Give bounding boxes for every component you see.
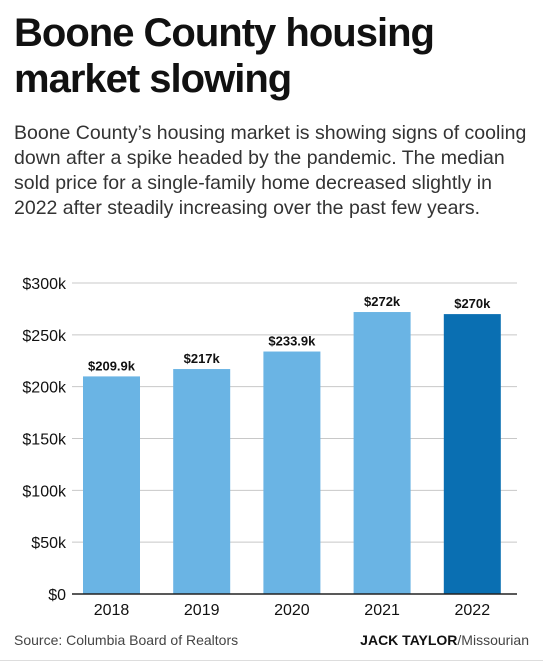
credit-name: JACK TAYLOR xyxy=(360,632,458,648)
x-tick-label-2018: 2018 xyxy=(94,602,130,619)
credit-org: /Missourian xyxy=(457,632,529,648)
bar-chart: $0$50k$100k$150k$200k$250k$300k $209.9k $… xyxy=(22,276,517,619)
credit: JACK TAYLOR/Missourian xyxy=(360,632,529,648)
data-label-2021: $272k xyxy=(364,294,401,309)
bars xyxy=(83,312,501,594)
bottom-divider xyxy=(0,660,543,661)
x-axis-tick-labels: 2018 2019 2020 2021 2022 xyxy=(94,602,490,619)
data-label-2019: $217k xyxy=(184,351,221,366)
chart-title: Boone County housing market slowing xyxy=(14,11,435,101)
data-labels: $209.9k $217k $233.9k $272k $270k xyxy=(88,294,491,373)
footer: Source: Columbia Board of Realtors JACK … xyxy=(14,632,529,652)
y-tick-label: $50k xyxy=(31,535,67,552)
x-tick-label-2021: 2021 xyxy=(364,602,400,619)
x-tick-label-2020: 2020 xyxy=(274,602,310,619)
data-label-2022: $270k xyxy=(454,296,491,311)
y-axis-tick-labels: $0 $50k $100k $150k $200k $250k $300k xyxy=(22,276,67,604)
source-note: Source: Columbia Board of Realtors xyxy=(14,632,239,648)
bar-2020 xyxy=(263,351,321,594)
x-tick-label-2022: 2022 xyxy=(455,602,491,619)
bar-2019 xyxy=(173,369,231,594)
x-tick-label-2019: 2019 xyxy=(184,602,220,619)
bar-2022 xyxy=(443,314,501,594)
data-label-2020: $233.9k xyxy=(268,334,316,349)
bar-2021 xyxy=(353,312,411,594)
y-tick-label: $0 xyxy=(48,587,66,604)
y-tick-label: $150k xyxy=(22,432,67,449)
y-tick-label: $100k xyxy=(22,483,67,500)
data-label-2018: $209.9k xyxy=(88,358,136,373)
y-tick-label: $250k xyxy=(22,328,67,345)
y-tick-label: $200k xyxy=(22,380,67,397)
chart-subtitle: Boone County’s housing market is showing… xyxy=(14,122,527,219)
y-tick-label: $300k xyxy=(22,276,67,293)
bar-2018 xyxy=(83,376,140,594)
